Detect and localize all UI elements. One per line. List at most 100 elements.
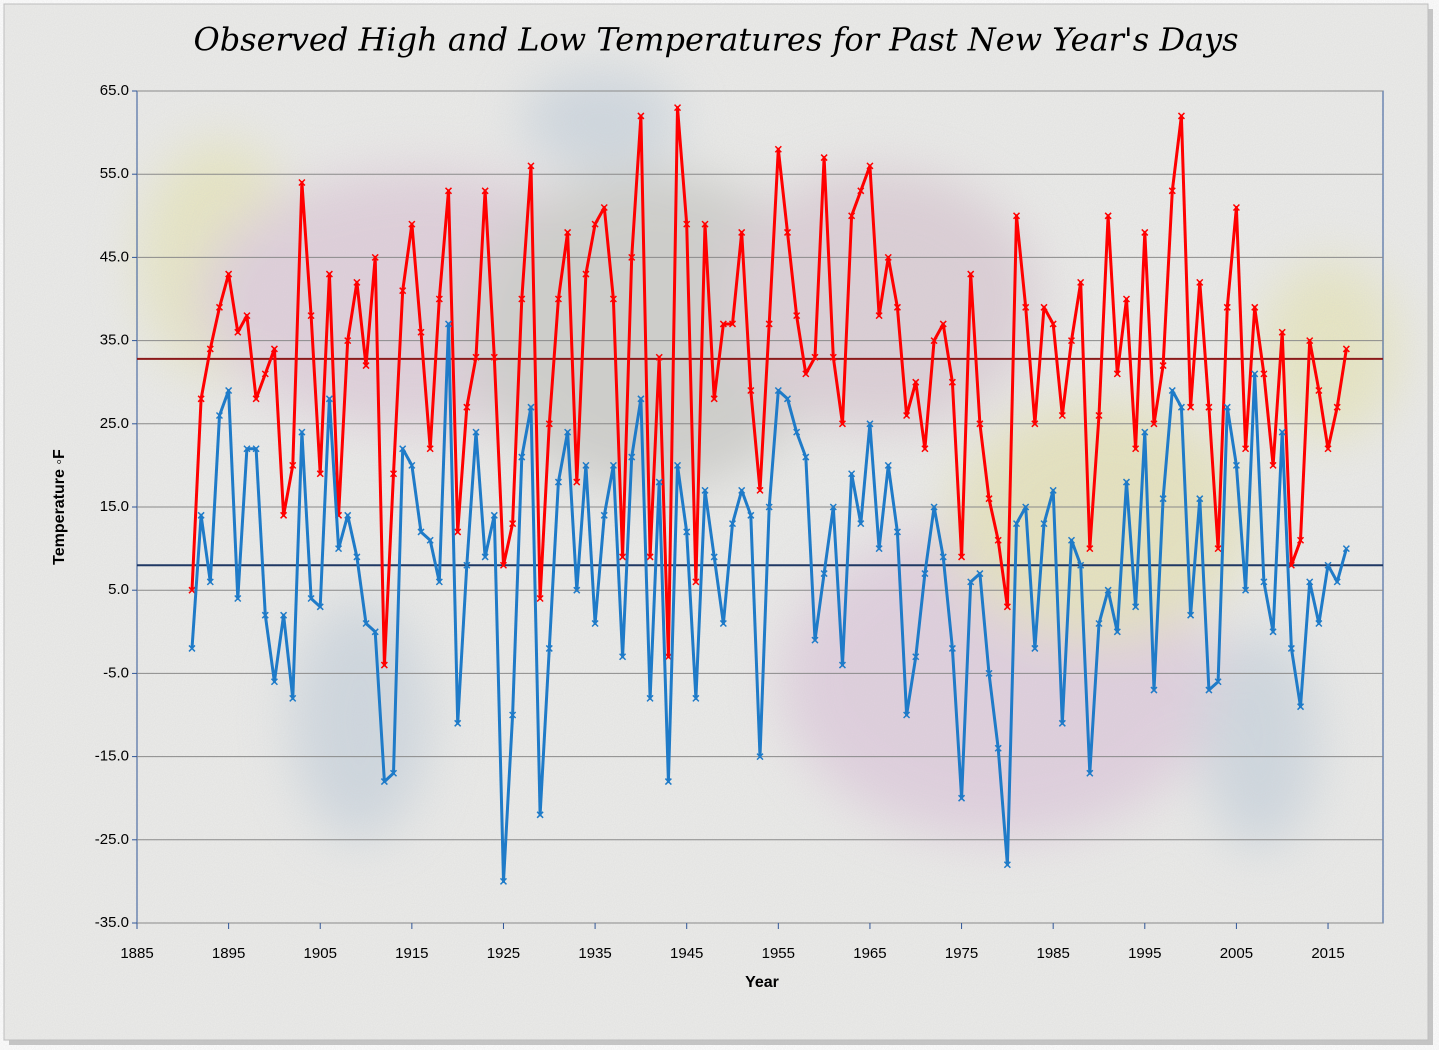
marker bbox=[1232, 461, 1240, 469]
marker bbox=[252, 445, 260, 453]
marker bbox=[1104, 212, 1112, 220]
x-tick-label: 1975 bbox=[945, 945, 978, 962]
marker bbox=[893, 303, 901, 311]
x-tick-label: 1995 bbox=[1128, 945, 1161, 962]
marker bbox=[1196, 278, 1204, 286]
marker bbox=[1031, 644, 1039, 652]
marker bbox=[1214, 678, 1222, 686]
marker bbox=[206, 578, 214, 586]
marker bbox=[215, 303, 223, 311]
marker bbox=[1269, 461, 1277, 469]
marker bbox=[344, 511, 352, 519]
marker bbox=[280, 511, 288, 519]
marker bbox=[811, 636, 819, 644]
marker bbox=[591, 220, 599, 228]
y-tick-label: -5.0 bbox=[103, 664, 129, 681]
marker bbox=[444, 320, 453, 328]
marker bbox=[985, 669, 993, 677]
marker bbox=[1058, 719, 1066, 727]
marker bbox=[1205, 686, 1213, 694]
marker bbox=[609, 461, 617, 469]
marker bbox=[380, 661, 388, 669]
marker bbox=[252, 395, 260, 403]
marker bbox=[545, 644, 553, 652]
marker bbox=[408, 461, 416, 469]
marker bbox=[206, 345, 214, 353]
marker bbox=[499, 561, 508, 569]
marker bbox=[371, 253, 379, 261]
marker bbox=[1132, 445, 1140, 453]
marker bbox=[692, 694, 700, 702]
marker bbox=[1306, 337, 1314, 345]
marker bbox=[426, 536, 434, 544]
marker bbox=[765, 320, 773, 328]
marker bbox=[1095, 411, 1103, 420]
marker bbox=[353, 278, 361, 286]
marker bbox=[857, 520, 865, 528]
marker bbox=[1187, 611, 1195, 619]
marker bbox=[802, 370, 810, 378]
marker bbox=[564, 228, 572, 236]
marker bbox=[903, 411, 911, 420]
marker bbox=[747, 511, 755, 519]
marker bbox=[591, 619, 599, 628]
x-tick-label: 1945 bbox=[670, 945, 703, 962]
marker bbox=[948, 378, 956, 386]
marker bbox=[261, 370, 269, 378]
marker bbox=[1315, 386, 1323, 395]
marker bbox=[316, 603, 324, 611]
marker bbox=[325, 270, 333, 278]
marker bbox=[1251, 370, 1259, 378]
marker bbox=[316, 470, 324, 478]
marker bbox=[1324, 561, 1332, 569]
marker bbox=[646, 553, 654, 561]
marker bbox=[1177, 403, 1185, 411]
marker bbox=[417, 328, 425, 336]
marker bbox=[738, 486, 746, 494]
marker bbox=[261, 611, 269, 619]
marker bbox=[454, 528, 462, 536]
marker bbox=[463, 561, 471, 569]
marker bbox=[1297, 536, 1305, 544]
marker bbox=[994, 744, 1002, 752]
marker bbox=[793, 428, 801, 436]
marker bbox=[1260, 578, 1268, 586]
marker bbox=[976, 570, 984, 578]
marker bbox=[325, 395, 333, 403]
marker bbox=[692, 578, 700, 586]
marker bbox=[408, 220, 416, 228]
marker bbox=[573, 586, 581, 594]
y-tick-label: 65.0 bbox=[100, 82, 129, 99]
y-tick-label: -35.0 bbox=[95, 914, 129, 931]
marker bbox=[985, 495, 993, 503]
marker bbox=[490, 353, 498, 361]
marker bbox=[1150, 420, 1158, 428]
marker bbox=[270, 678, 278, 686]
marker bbox=[1342, 345, 1350, 353]
marker bbox=[701, 486, 709, 494]
marker bbox=[683, 528, 691, 536]
marker bbox=[215, 411, 223, 420]
marker bbox=[582, 461, 590, 469]
marker bbox=[857, 187, 865, 195]
marker bbox=[463, 403, 471, 411]
marker bbox=[270, 345, 278, 353]
marker bbox=[738, 228, 746, 236]
marker bbox=[481, 187, 489, 195]
marker bbox=[481, 553, 489, 561]
marker bbox=[1342, 545, 1350, 553]
marker bbox=[225, 270, 233, 278]
marker bbox=[1168, 386, 1176, 395]
marker bbox=[884, 253, 892, 261]
marker bbox=[967, 270, 975, 278]
marker bbox=[903, 711, 911, 719]
marker bbox=[1003, 603, 1011, 611]
y-tick-label: 25.0 bbox=[100, 415, 129, 432]
marker bbox=[1177, 112, 1185, 120]
marker bbox=[958, 553, 966, 561]
marker bbox=[1012, 212, 1021, 220]
marker bbox=[710, 553, 718, 561]
marker bbox=[619, 653, 627, 661]
marker bbox=[829, 353, 837, 361]
marker bbox=[371, 628, 379, 636]
